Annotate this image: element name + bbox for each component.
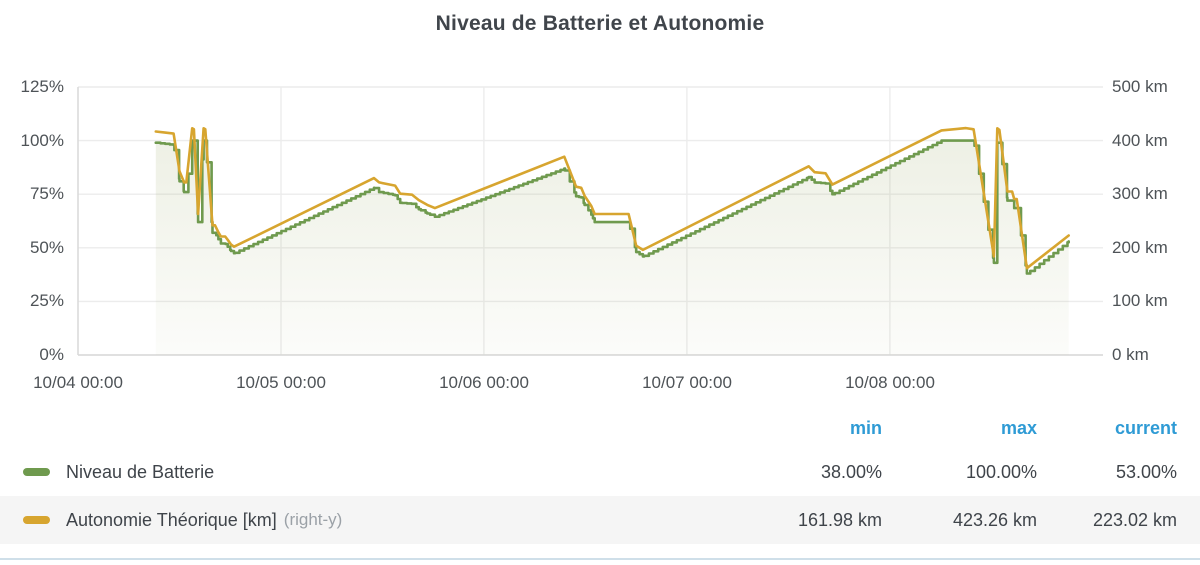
legend-row-battery: Niveau de Batterie 38.00% 100.00% 53.00% — [0, 448, 1200, 496]
y-left-tick-label: 0% — [39, 345, 64, 364]
chart-canvas[interactable] — [0, 0, 1200, 400]
legend-header-max[interactable]: max — [1000, 417, 1037, 438]
legend-header-min[interactable]: min — [849, 417, 882, 438]
x-tick-label: 10/06 00:00 — [439, 373, 529, 392]
y-right-tick-label: 300 km — [1112, 184, 1168, 203]
legend-row-autonomy: Autonomie Théorique [km] (right-y) 161.9… — [0, 496, 1200, 544]
y-right-tick-label: 200 km — [1112, 238, 1168, 257]
series-name-autonomy[interactable]: Autonomie Théorique [km] — [66, 509, 277, 530]
y-right-tick-label: 0 km — [1112, 345, 1149, 364]
y-left-tick-label: 25% — [29, 291, 64, 310]
series-color-swatch-icon[interactable] — [23, 468, 50, 476]
panel-title: Niveau de Batterie et Autonomie — [435, 12, 765, 35]
series-color-swatch-icon[interactable] — [23, 516, 50, 524]
autonomy-current-value: 223.02 km — [1092, 509, 1177, 530]
autonomy-min-value: 161.98 km — [797, 509, 882, 530]
y-left-tick-label: 50% — [29, 238, 64, 257]
y-right-tick-label: 100 km — [1112, 291, 1168, 310]
y-right-tick-label: 500 km — [1112, 77, 1168, 96]
battery-max-value: 100.00% — [965, 461, 1037, 482]
x-tick-label: 10/04 00:00 — [33, 373, 123, 392]
autonomy-max-value: 423.26 km — [952, 509, 1037, 530]
y-left-tick-label: 75% — [29, 184, 64, 203]
y-left-tick-label: 125% — [20, 77, 64, 96]
legend-header-row: min max current — [0, 408, 1200, 448]
y-left-tick-label: 100% — [20, 131, 64, 150]
legend: min max current Niveau de Batterie 38.00… — [0, 408, 1200, 544]
series-name-battery[interactable]: Niveau de Batterie — [66, 461, 215, 482]
chart-series — [154, 126, 1070, 355]
legend-header-current[interactable]: current — [1114, 417, 1177, 438]
x-tick-label: 10/07 00:00 — [642, 373, 732, 392]
x-tick-label: 10/08 00:00 — [845, 373, 935, 392]
battery-min-value: 38.00% — [820, 461, 882, 482]
y-right-tick-label: 400 km — [1112, 131, 1168, 150]
panel-bottom-border — [0, 558, 1200, 560]
x-tick-label: 10/05 00:00 — [236, 373, 326, 392]
series-axis-suffix: (right-y) — [283, 510, 343, 529]
battery-current-value: 53.00% — [1115, 461, 1177, 482]
